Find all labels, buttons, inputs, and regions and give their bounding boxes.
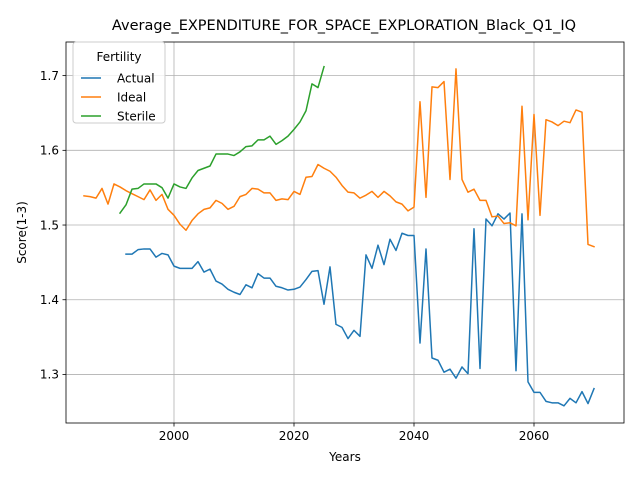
x-axis-ticks: 2000 2020 2040 2060: [159, 423, 550, 443]
chart-title: Average_EXPENDITURE_FOR_SPACE_EXPLORATIO…: [112, 18, 576, 34]
legend-frame: [72, 41, 166, 124]
y-axis-ticks: 1.3 1.4 1.5 1.6 1.7: [40, 69, 66, 382]
series-line-actual: [125, 212, 595, 407]
x-axis-label: Years: [328, 450, 361, 464]
legend-label-sterile: Sterile: [117, 109, 156, 123]
legend-title: Fertility: [96, 50, 141, 64]
y-tick-label: 1.5: [40, 218, 59, 232]
legend-entries: Actual Ideal Sterile: [81, 71, 156, 123]
y-tick-label: 1.7: [40, 69, 59, 83]
series-line-ideal: [83, 68, 595, 248]
series-line-sterile: [118, 65, 325, 215]
legend-label-actual: Actual: [117, 71, 155, 85]
x-tick-label: 2020: [279, 429, 310, 443]
y-tick-label: 1.4: [40, 293, 59, 307]
y-axis-label: Score(1-3): [15, 201, 29, 264]
x-tick-label: 2060: [519, 429, 550, 443]
series-lines: [83, 65, 595, 407]
legend: Fertility Actual Ideal Sterile: [72, 41, 166, 124]
y-tick-label: 1.6: [40, 144, 59, 158]
x-tick-label: 2000: [159, 429, 190, 443]
plot-area-frame: [65, 41, 625, 424]
x-tick-label: 2040: [399, 429, 430, 443]
legend-label-ideal: Ideal: [117, 90, 146, 104]
y-tick-label: 1.3: [40, 368, 59, 382]
